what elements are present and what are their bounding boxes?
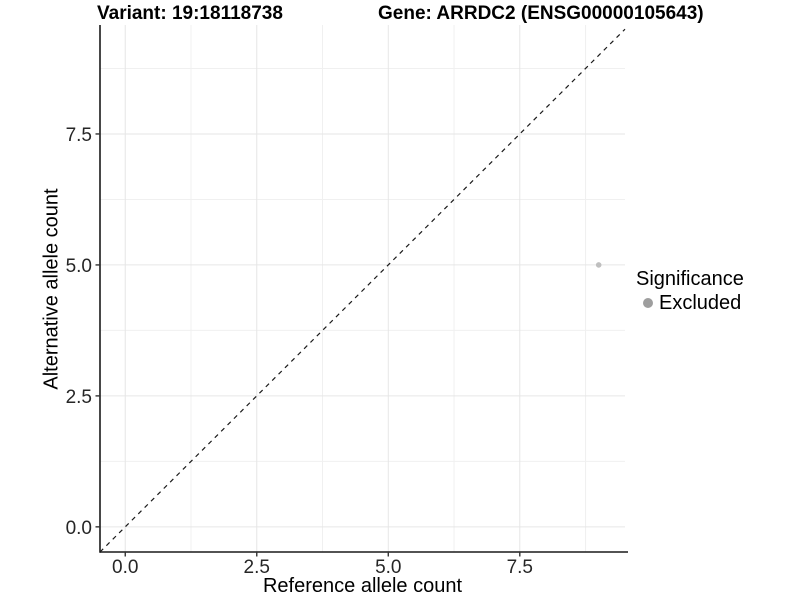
legend-item-excluded: Excluded	[643, 292, 744, 314]
y-tick-label: 7.5	[66, 125, 92, 146]
y-tick-label: 0.0	[66, 518, 92, 539]
data-point	[595, 262, 602, 268]
legend-title: Significance	[636, 268, 744, 290]
legend-item-label: Excluded	[659, 292, 742, 314]
y-tick-label: 5.0	[66, 256, 92, 277]
legend-key-dot	[643, 298, 653, 308]
x-axis-title: Reference allele count	[262, 575, 462, 597]
x-tick-label: 2.5	[244, 557, 270, 578]
x-tick-label: 5.0	[375, 557, 401, 578]
x-tick-label: 0.0	[112, 557, 138, 578]
x-tick-label: 7.5	[507, 557, 533, 578]
plot-title-variant: Variant: 19:18118738	[97, 3, 283, 24]
identity-reference-line	[99, 28, 626, 553]
legend: Significance Excluded	[636, 268, 744, 314]
plot-title-gene: Gene: ARRDC2 (ENSG00000105643)	[378, 3, 704, 24]
y-tick-label: 2.5	[66, 387, 92, 408]
y-axis-title: Alternative allele count	[40, 188, 63, 390]
